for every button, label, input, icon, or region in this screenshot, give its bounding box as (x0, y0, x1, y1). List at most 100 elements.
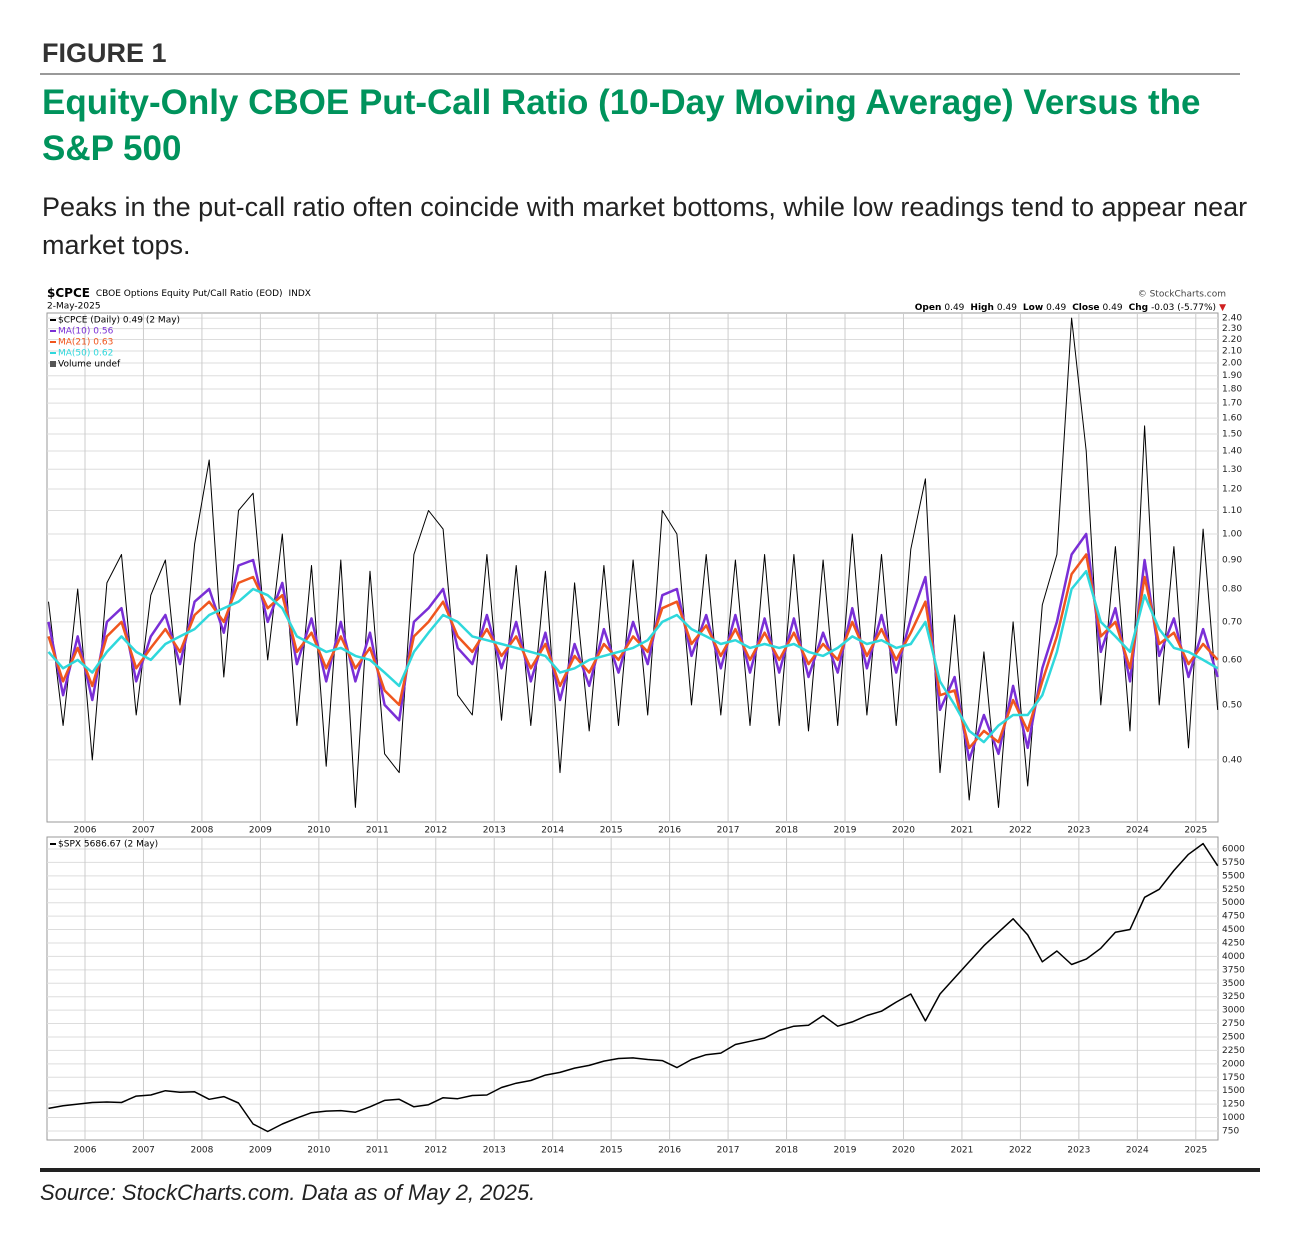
legend-label: $SPX 5686.67 (2 May) (58, 840, 158, 850)
legend-label: MA(21) 0.63 (58, 338, 113, 348)
y-tick-label: 1.30 (1222, 465, 1242, 475)
x-tick-label: 2008 (190, 1146, 213, 1156)
series-line (47, 553, 1219, 750)
x-tick-label: 2022 (1009, 826, 1032, 836)
source: Source: StockCharts.com. Data as of May … (40, 1180, 536, 1205)
y-tick-label: 5250 (1222, 885, 1245, 895)
series-line (47, 532, 1219, 762)
y-tick-label: 0.70 (1222, 617, 1242, 627)
x-tick-label: 2023 (1067, 826, 1090, 836)
y-tick-label: 0.80 (1222, 585, 1242, 595)
quote-label: High (970, 303, 993, 313)
quote-label: Low (1023, 303, 1043, 313)
footer-rule (40, 1168, 1260, 1172)
x-tick-label: 2022 (1009, 1146, 1032, 1156)
y-tick-label: 1.50 (1222, 429, 1242, 439)
y-tick-label: 2250 (1222, 1046, 1245, 1056)
y-tick-label: 2500 (1222, 1032, 1245, 1042)
x-tick-label: 2018 (775, 1146, 798, 1156)
x-tick-label: 2024 (1126, 1146, 1149, 1156)
y-tick-label: 5750 (1222, 858, 1245, 868)
plot-area (46, 836, 1219, 1141)
legend-label: MA(50) 0.62 (58, 349, 113, 359)
x-tick-label: 2021 (950, 826, 973, 836)
y-tick-label: 1750 (1222, 1073, 1245, 1083)
x-tick-label: 2024 (1126, 826, 1149, 836)
y-tick-label: 0.60 (1222, 655, 1242, 665)
change-marker: ▼ (1219, 303, 1226, 313)
x-tick-label: 2016 (658, 826, 681, 836)
y-tick-label: 1.80 (1222, 385, 1242, 395)
y-tick-label: 1500 (1222, 1086, 1245, 1096)
x-tick-label: 2025 (1184, 1146, 1207, 1156)
series-line (47, 569, 1219, 744)
y-tick-label: 3500 (1222, 979, 1245, 989)
y-tick-label: 1000 (1222, 1113, 1245, 1123)
quote-value: -0.03 (-5.77%) (1151, 303, 1216, 313)
y-tick-label: 3000 (1222, 1006, 1245, 1016)
y-tick-label: 0.50 (1222, 700, 1242, 710)
y-tick-label: 1.00 (1222, 529, 1242, 539)
x-tick-label: 2015 (600, 826, 623, 836)
y-tick-label: 0.40 (1222, 755, 1242, 765)
chart-header: $CPCE CBOE Options Equity Put/Call Ratio… (47, 286, 311, 300)
y-tick-label: 1.60 (1222, 414, 1242, 424)
y-tick-label: 3250 (1222, 992, 1245, 1002)
x-tick-label: 2017 (717, 826, 740, 836)
y-tick-label: 1.20 (1222, 485, 1242, 495)
y-tick-label: 1.90 (1222, 371, 1242, 381)
x-tick-label: 2012 (424, 1146, 447, 1156)
x-tick-label: 2019 (834, 1146, 857, 1156)
x-tick-label: 2025 (1184, 826, 1207, 836)
x-tick-label: 2018 (775, 826, 798, 836)
x-tick-label: 2010 (307, 826, 330, 836)
quote-label: Chg (1129, 303, 1148, 313)
y-tick-label: 2.20 (1222, 335, 1242, 345)
series-line (48, 842, 1219, 1133)
y-tick-label: 4250 (1222, 938, 1245, 948)
x-tick-label: 2006 (74, 1146, 97, 1156)
y-tick-label: 5500 (1222, 871, 1245, 881)
x-tick-label: 2017 (717, 1146, 740, 1156)
y-tick-label: 3750 (1222, 965, 1245, 975)
x-tick-label: 2016 (658, 1146, 681, 1156)
legend-label: MA(10) 0.56 (58, 327, 114, 337)
x-tick-label: 2007 (132, 1146, 155, 1156)
y-tick-label: 1250 (1222, 1100, 1245, 1110)
x-tick-label: 2010 (307, 1146, 330, 1156)
y-tick-label: 4000 (1222, 952, 1245, 962)
y-tick-label: 2.10 (1222, 347, 1242, 357)
quote-value: 0.49 (997, 303, 1017, 313)
x-tick-label: 2023 (1067, 1146, 1090, 1156)
x-tick-label: 2007 (132, 826, 155, 836)
y-tick-label: 6000 (1222, 844, 1245, 854)
x-tick-label: 2006 (74, 826, 97, 836)
chart-date: 2-May-2025 (47, 302, 101, 312)
quote-value: 0.49 (944, 303, 964, 313)
y-tick-label: 1.40 (1222, 447, 1242, 457)
quote-label: Close (1072, 303, 1099, 313)
y-tick-label: 750 (1222, 1126, 1239, 1136)
y-tick-label: 2750 (1222, 1019, 1245, 1029)
x-tick-label: 2013 (483, 1146, 506, 1156)
y-tick-label: 2.40 (1222, 314, 1242, 324)
quote-label: Open (915, 303, 942, 313)
y-tick-label: 4500 (1222, 925, 1245, 935)
y-tick-label: 2000 (1222, 1059, 1245, 1069)
y-tick-label: 1.70 (1222, 399, 1242, 409)
x-tick-label: 2014 (541, 1146, 564, 1156)
x-tick-label: 2020 (892, 826, 915, 836)
chart-title: $CPCE (47, 286, 90, 300)
chart-subtitle: CBOE Options Equity Put/Call Ratio (EOD) (96, 289, 283, 299)
y-tick-label: 0.90 (1222, 555, 1242, 565)
x-tick-label: 2020 (892, 1146, 915, 1156)
x-tick-label: 2009 (249, 826, 272, 836)
x-tick-label: 2021 (950, 1146, 973, 1156)
credit: © StockCharts.com (1138, 290, 1226, 300)
x-tick-label: 2012 (424, 826, 447, 836)
x-tick-label: 2019 (834, 826, 857, 836)
y-tick-label: 5000 (1222, 898, 1245, 908)
header-rule (40, 73, 1240, 75)
subtitle: Peaks in the put-call ratio often coinci… (42, 192, 1248, 260)
